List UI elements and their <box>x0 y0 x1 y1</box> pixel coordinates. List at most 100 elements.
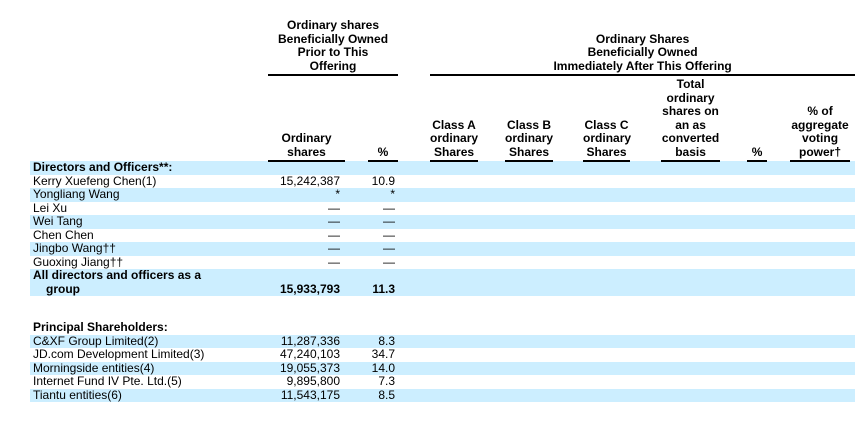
table-row-jingbo-wang: Jingbo Wang†† — — <box>30 241 855 256</box>
cell-percent: 11.3 <box>372 281 396 296</box>
spacer-cell <box>345 188 368 202</box>
cell-ordinary-shares: * <box>335 187 340 201</box>
column-header-class-c: Class C ordinary Shares <box>583 78 631 162</box>
cell-ordinary-shares: — <box>328 214 340 228</box>
cell-percent: * <box>390 187 396 201</box>
table-row-lei-xu: Lei Xu — — <box>30 200 855 216</box>
table-row-directors-section: Directors and Officers**: <box>30 160 855 175</box>
spacer-cell <box>345 269 368 296</box>
row-label: Chen Chen <box>33 227 94 242</box>
row-label: All directors and officers as a group <box>30 268 268 296</box>
spacer-cell <box>398 256 855 270</box>
table-row-tiantu: Tiantu entities(6) 11,543,175 8.5 <box>30 387 855 403</box>
spacer-cell <box>398 335 855 349</box>
table-row-morningside: Morningside entities(4) 19,055,373 14.0 <box>30 360 855 376</box>
spacer-cell <box>398 269 855 296</box>
spacer-cell <box>850 78 855 161</box>
column-header-voting-power: % of aggregate voting power† <box>790 78 851 162</box>
spacer-cell <box>345 175 368 189</box>
spacer-cell <box>398 229 855 243</box>
spacer-cell <box>345 202 368 216</box>
column-header-percent-after: % <box>747 78 768 162</box>
column-header-class-b: Class B ordinary Shares <box>505 78 553 162</box>
table-row-guoxing-jiang: Guoxing Jiang†† — — <box>30 254 855 270</box>
table-row-wei-tang: Wei Tang — — <box>30 214 855 229</box>
column-header-percent-prior: % <box>368 78 399 162</box>
row-label: JD.com Development Limited(3) <box>33 347 205 361</box>
section-gap-row <box>30 296 855 321</box>
spacer-cell <box>345 78 368 161</box>
column-group-prior-offering: Ordinary shares Beneficially Owned Prior… <box>268 18 399 76</box>
cell-percent: 7.3 <box>378 374 396 388</box>
spacer-cell <box>398 389 855 403</box>
spacer-cell <box>345 242 368 256</box>
spacer-cell <box>345 256 368 270</box>
spacer-cell <box>30 78 262 161</box>
row-label: Directors and Officers**: <box>33 160 173 174</box>
row-label: Guoxing Jiang†† <box>33 254 124 269</box>
spacer-cell <box>398 242 855 256</box>
spacer-cell <box>345 161 368 175</box>
cell-ordinary-shares: — <box>328 200 340 215</box>
spacer-cell <box>398 175 855 189</box>
cell-ordinary-shares: 15,242,387 <box>279 173 340 188</box>
spacer-cell <box>398 321 855 335</box>
spacer-cell <box>345 362 368 376</box>
row-label: Tiantu entities(6) <box>33 387 122 402</box>
row-label: Wei Tang <box>33 214 83 228</box>
table-row-internet-fund: Internet Fund IV Pte. Ltd.(5) 9,895,800 … <box>30 374 855 389</box>
cell-percent: — <box>383 241 396 255</box>
column-group-after-offering: Ordinary Shares Beneficially Owned Immed… <box>430 19 855 76</box>
row-label: C&XF Group Limited(2) <box>33 333 159 348</box>
group-header-row: Ordinary shares Beneficially Owned Prior… <box>30 18 855 76</box>
cell-percent: — <box>383 214 396 228</box>
spacer-cell <box>345 215 368 229</box>
table-row-cxf-group: C&XF Group Limited(2) 11,287,336 8.3 <box>30 333 855 349</box>
spacer-cell <box>398 19 430 75</box>
cell-ordinary-shares: 11,543,175 <box>280 387 340 402</box>
spacer-cell <box>345 389 368 403</box>
cell-ordinary-shares <box>268 161 345 175</box>
cell-ordinary-shares: 47,240,103 <box>279 347 340 361</box>
table-row-chen-chen: Chen Chen — — <box>30 227 855 243</box>
cell-percent: 14.0 <box>371 360 396 375</box>
row-label: Lei Xu <box>33 200 68 215</box>
cell-percent: 34.7 <box>371 347 396 361</box>
cell-ordinary-shares: 15,933,793 <box>279 281 340 296</box>
table-row-yongliang-wang: Yongliang Wang * * <box>30 187 855 202</box>
cell-percent: — <box>383 254 396 269</box>
table-row-jdcom: JD.com Development Limited(3) 47,240,103… <box>30 347 855 362</box>
spacer-cell <box>398 188 855 202</box>
spacer-cell <box>345 335 368 349</box>
row-label: Principal Shareholders: <box>33 320 168 334</box>
spacer-cell <box>398 78 430 161</box>
spacer-cell <box>398 215 855 229</box>
spacer-cell <box>767 78 790 161</box>
table-row-all-directors-group: All directors and officers as a group 15… <box>30 268 855 296</box>
spacer-cell <box>553 78 583 161</box>
cell-ordinary-shares: — <box>328 254 340 269</box>
column-header-total-converted: Total ordinary shares on an as converted… <box>661 77 721 162</box>
sub-header-row: Ordinary shares % Class A ordinary Share… <box>30 77 855 162</box>
column-header-ordinary-shares: Ordinary shares <box>268 78 345 162</box>
column-header-class-a: Class A ordinary Shares <box>430 78 478 162</box>
cell-percent <box>368 161 398 175</box>
cell-ordinary-shares <box>268 321 345 335</box>
spacer-cell <box>398 202 855 216</box>
table-row-principal-section: Principal Shareholders: <box>30 320 855 335</box>
row-label: Kerry Xuefeng Chen(1) <box>33 173 157 188</box>
table-row-kerry-chen: Kerry Xuefeng Chen(1) 15,242,387 10.9 <box>30 173 855 189</box>
row-label-line1: All directors and officers as a <box>33 268 202 282</box>
cell-ordinary-shares: 9,895,800 <box>286 374 340 388</box>
cell-ordinary-shares: — <box>328 227 340 242</box>
cell-percent: 8.3 <box>378 333 396 348</box>
spacer-cell <box>345 348 368 362</box>
row-label: Jingbo Wang†† <box>33 241 116 255</box>
spacer-cell <box>345 229 368 243</box>
spacer-cell <box>398 375 855 389</box>
row-label: Yongliang Wang <box>33 187 120 201</box>
cell-percent: 10.9 <box>371 173 396 188</box>
spacer-cell <box>345 375 368 389</box>
beneficial-ownership-table: Ordinary shares Beneficially Owned Prior… <box>30 18 855 403</box>
spacer-cell <box>630 78 661 161</box>
